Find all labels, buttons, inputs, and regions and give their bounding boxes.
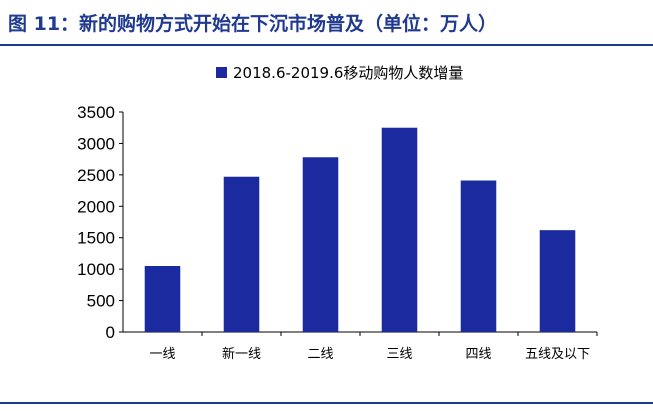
y-tick-label: 1000 — [77, 260, 115, 279]
bar — [144, 266, 181, 332]
legend-swatch — [216, 67, 227, 78]
y-tick-label: 3500 — [77, 103, 115, 122]
bar — [223, 176, 260, 332]
x-tick-label: 五线及以下 — [525, 347, 590, 362]
bottom-rule — [0, 402, 653, 404]
legend: 2018.6-2019.6移动购物人数增量 — [216, 64, 463, 82]
y-tick-label: 500 — [87, 292, 115, 311]
y-tick-label: 0 — [106, 323, 115, 342]
x-axis: 一线 新一线 二线 三线 四线 五线及以下 — [123, 331, 598, 362]
x-tick-label: 新一线 — [222, 346, 261, 362]
bar — [460, 180, 497, 332]
x-tick-label: 一线 — [149, 347, 175, 362]
y-tick-label: 3000 — [77, 134, 115, 153]
y-tick-label: 2000 — [77, 197, 115, 216]
figure-title: 图 11：新的购物方式开始在下沉市场普及（单位：万人） — [8, 13, 498, 35]
x-tick-label: 四线 — [465, 347, 491, 362]
y-tick-label: 2500 — [77, 166, 115, 185]
title-rule — [0, 44, 653, 46]
legend-label: 2018.6-2019.6移动购物人数增量 — [233, 64, 463, 82]
x-tick-label: 二线 — [307, 347, 333, 362]
bars — [144, 127, 576, 332]
bar — [539, 230, 576, 332]
bar — [302, 157, 339, 332]
y-axis: 0 500 1000 1500 2000 2500 3000 3500 — [77, 103, 124, 342]
x-tick-label: 三线 — [386, 347, 412, 362]
bar — [381, 127, 418, 332]
y-tick-label: 1500 — [77, 229, 115, 248]
